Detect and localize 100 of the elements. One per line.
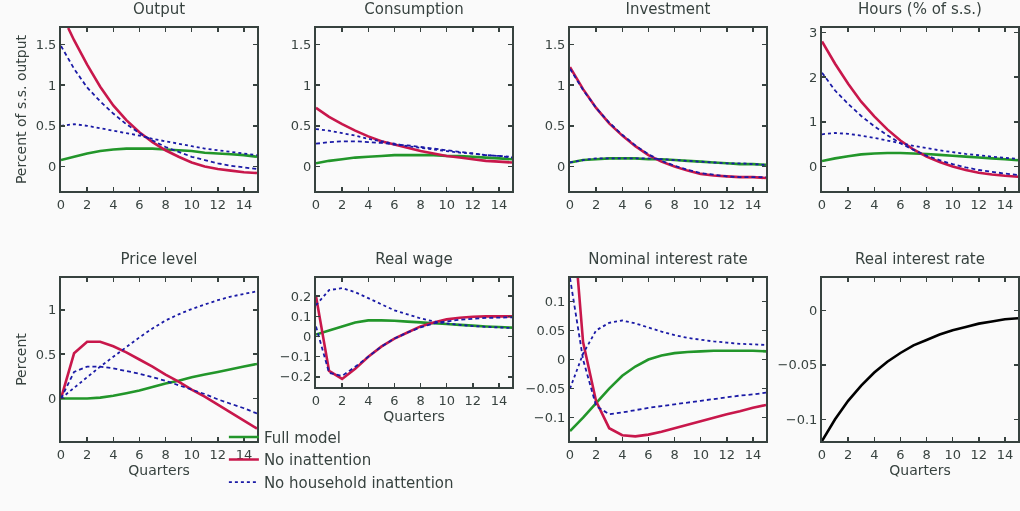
x-tick-label: 12 (209, 446, 227, 462)
y-tick-label: 1.5 (35, 36, 57, 52)
y-tick-label: 0.5 (35, 118, 57, 134)
legend-label: No inattention (263, 451, 372, 470)
x-tick-label: 6 (390, 392, 399, 408)
x-tick-label: 14 (744, 446, 762, 462)
chart-title: Consumption (364, 0, 464, 18)
x-tick-label: 14 (490, 392, 508, 408)
x-tick-label: 4 (109, 446, 118, 462)
x-tick-label: 2 (843, 446, 853, 462)
x-tick-label: 14 (490, 196, 508, 212)
y-tick-label: 0 (809, 158, 818, 174)
x-tick-label: 4 (364, 392, 373, 408)
y-tick-label: −0.05 (525, 381, 566, 397)
x-tick-label: 6 (135, 446, 144, 462)
x-tick-label: 10 (692, 446, 709, 462)
x-tick-label: 4 (618, 196, 627, 212)
x-tick-label: 10 (183, 196, 200, 212)
x-tick-label: 2 (337, 392, 347, 408)
x-tick-label: 10 (438, 392, 455, 408)
y-tick-label: 0 (303, 159, 312, 175)
y-tick-label: 1 (809, 114, 818, 130)
x-tick-label: 6 (390, 196, 399, 212)
x-tick-label: 12 (464, 392, 482, 408)
x-tick-label: 10 (944, 196, 961, 212)
x-tick-label: 12 (718, 196, 736, 212)
y-tick-label: 1 (48, 77, 57, 93)
x-tick-label: 6 (644, 196, 653, 212)
y-tick-label: 0.05 (536, 322, 566, 338)
y-tick-label: 1.5 (290, 36, 312, 52)
x-tick-label: 8 (670, 446, 679, 462)
x-tick-label: 6 (135, 196, 144, 212)
x-tick-label: 12 (718, 446, 736, 462)
x-tick-label: 8 (161, 196, 170, 212)
chart-title: Output (132, 0, 186, 18)
y-tick-label: 0.1 (290, 308, 312, 324)
y-tick-label: 0.5 (35, 346, 57, 362)
x-tick-label: 2 (82, 196, 92, 212)
x-tick-label: 4 (109, 196, 118, 212)
x-tick-label: 4 (618, 446, 627, 462)
x-tick-label: 2 (591, 196, 601, 212)
y-tick-label: −0.1 (533, 410, 566, 426)
y-tick-label: 0 (809, 303, 818, 319)
x-tick-label: 12 (970, 196, 988, 212)
x-tick-label: 10 (692, 196, 709, 212)
x-tick-label: 8 (922, 446, 931, 462)
y-tick-label: 1 (48, 302, 57, 318)
y-tick-label: 3 (809, 25, 818, 41)
y-tick-label: 0.1 (544, 293, 566, 309)
x-tick-label: 14 (744, 196, 762, 212)
y-tick-label: −0.1 (279, 349, 312, 365)
y-tick-label: 0 (303, 329, 312, 345)
y-tick-label: 1 (557, 77, 566, 93)
x-tick-label: 4 (364, 196, 373, 212)
chart-title: Price level (120, 249, 198, 268)
chart-title: Real interest rate (855, 249, 985, 268)
y-tick-label: 2 (809, 69, 818, 85)
y-axis-title: Percent of s.s. output (12, 34, 29, 185)
x-tick-label: 10 (183, 446, 200, 462)
chart-title: Nominal interest rate (588, 249, 748, 268)
legend-label: Full model (263, 428, 342, 447)
chart-title: Real wage (375, 249, 453, 268)
x-tick-label: 12 (209, 196, 227, 212)
y-tick-label: −0.2 (279, 369, 312, 385)
x-tick-label: 8 (416, 392, 425, 408)
x-axis-title: Quarters (383, 407, 445, 424)
y-tick-label: −0.1 (785, 411, 818, 427)
x-tick-label: 8 (161, 446, 170, 462)
y-tick-label: −0.05 (777, 357, 818, 373)
x-tick-label: 14 (996, 196, 1014, 212)
chart-title: Investment (625, 0, 711, 18)
x-tick-label: 6 (896, 196, 905, 212)
x-axis-title: Quarters (128, 461, 190, 478)
y-tick-label: 0.2 (290, 288, 312, 304)
y-tick-label: 0.5 (290, 118, 312, 134)
x-tick-label: 2 (337, 196, 347, 212)
x-tick-label: 14 (996, 446, 1014, 462)
x-tick-label: 2 (843, 196, 853, 212)
x-tick-label: 14 (235, 446, 253, 462)
y-tick-label: 0 (557, 352, 566, 368)
x-tick-label: 12 (970, 446, 988, 462)
x-tick-label: 4 (870, 446, 879, 462)
x-tick-label: 14 (235, 196, 253, 212)
x-tick-label: 10 (944, 446, 961, 462)
x-axis-title: Quarters (889, 461, 951, 478)
legend-label: No household inattention (263, 473, 454, 492)
x-tick-label: 2 (82, 446, 92, 462)
y-tick-label: 0 (48, 159, 57, 175)
x-tick-label: 8 (922, 196, 931, 212)
x-tick-label: 6 (644, 446, 653, 462)
y-tick-label: 0.5 (544, 118, 566, 134)
x-tick-label: 12 (464, 196, 482, 212)
x-tick-label: 10 (438, 196, 455, 212)
x-tick-label: 6 (896, 446, 905, 462)
y-tick-label: 1.5 (544, 36, 566, 52)
y-axis-title: Percent (12, 332, 29, 386)
chart-title: Hours (% of s.s.) (858, 0, 982, 18)
x-tick-label: 8 (416, 196, 425, 212)
y-tick-label: 0 (557, 159, 566, 175)
y-tick-label: 1 (303, 77, 312, 93)
